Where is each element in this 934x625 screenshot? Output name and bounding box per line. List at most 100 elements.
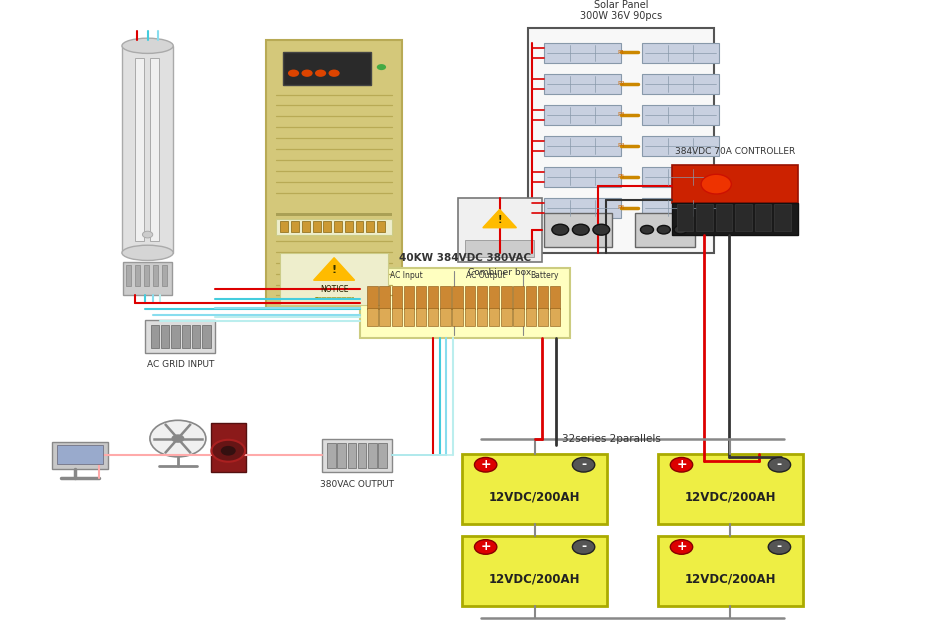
Text: Solar Panel
300W 36V 90pcs: Solar Panel 300W 36V 90pcs (580, 0, 662, 21)
Bar (526, 308, 536, 326)
Bar (153, 265, 158, 286)
Bar (526, 286, 536, 309)
Text: 384VDC 70A CONTROLLER: 384VDC 70A CONTROLLER (675, 147, 795, 156)
Bar (514, 286, 524, 309)
Bar (334, 221, 342, 232)
Bar (391, 308, 402, 326)
Circle shape (552, 224, 569, 235)
Bar (774, 204, 790, 231)
Bar (337, 443, 346, 468)
Bar (477, 308, 488, 326)
Bar (428, 308, 438, 326)
Bar (347, 443, 356, 468)
Bar (126, 265, 131, 286)
Bar (181, 325, 190, 349)
Circle shape (671, 458, 693, 472)
Text: P1: P1 (617, 50, 625, 55)
Bar (368, 443, 376, 468)
Bar (161, 325, 169, 349)
Bar (358, 443, 366, 468)
Bar (379, 286, 389, 309)
Bar (377, 221, 385, 232)
Text: -: - (581, 458, 587, 471)
Bar (367, 286, 377, 309)
Text: 40KW 384VDC 380VAC: 40KW 384VDC 380VAC (399, 253, 531, 263)
Circle shape (474, 458, 497, 472)
Text: P5: P5 (617, 174, 625, 179)
Ellipse shape (122, 38, 173, 53)
Text: 12VDC/200AH: 12VDC/200AH (685, 491, 776, 504)
Bar (366, 221, 375, 232)
Text: P4: P4 (617, 143, 625, 148)
Bar (379, 308, 389, 326)
Bar (755, 204, 771, 231)
Bar (280, 253, 389, 304)
Bar (391, 286, 402, 309)
Bar (345, 221, 353, 232)
Circle shape (674, 226, 687, 234)
Circle shape (658, 226, 671, 234)
Bar (643, 136, 719, 156)
Bar (465, 308, 475, 326)
Bar (545, 105, 621, 125)
Text: !: ! (332, 265, 336, 275)
Text: 12VDC/200AH: 12VDC/200AH (685, 573, 776, 586)
Text: ────────────────: ──────────────── (314, 296, 354, 301)
Polygon shape (483, 209, 517, 227)
Bar (403, 286, 414, 309)
Text: Combiner box: Combiner box (468, 268, 531, 278)
Polygon shape (314, 258, 355, 280)
Bar (545, 42, 621, 63)
Bar (283, 52, 371, 86)
Bar (144, 265, 149, 286)
Bar (643, 42, 719, 63)
Circle shape (701, 174, 731, 194)
Text: +: + (480, 541, 491, 554)
Bar (545, 198, 621, 218)
Bar (672, 164, 798, 203)
Text: 380VAC OUTPUT: 380VAC OUTPUT (320, 480, 394, 489)
Bar (502, 308, 512, 326)
Bar (52, 442, 108, 469)
Bar (146, 320, 215, 353)
Bar (715, 204, 732, 231)
Bar (696, 204, 713, 231)
Circle shape (769, 539, 790, 554)
Circle shape (143, 231, 153, 238)
Bar (440, 286, 450, 309)
Bar (416, 308, 426, 326)
Bar (378, 443, 387, 468)
Circle shape (573, 224, 589, 235)
Bar (545, 136, 621, 156)
Circle shape (573, 539, 595, 554)
Circle shape (288, 69, 299, 77)
Bar (134, 58, 144, 241)
Bar (162, 265, 166, 286)
Bar (538, 286, 548, 309)
Bar (302, 221, 310, 232)
Bar (735, 204, 752, 231)
Circle shape (641, 226, 654, 234)
Text: P2: P2 (617, 81, 625, 86)
Bar (276, 213, 392, 216)
Bar (489, 286, 500, 309)
Text: +: + (676, 541, 686, 554)
Bar (502, 286, 512, 309)
Text: AC GRID INPUT: AC GRID INPUT (147, 360, 214, 369)
Bar (550, 286, 560, 309)
Bar (658, 454, 802, 524)
Bar (528, 28, 715, 253)
Circle shape (150, 420, 205, 457)
Bar (151, 325, 159, 349)
Text: AC Output: AC Output (466, 271, 505, 280)
Bar (545, 213, 612, 247)
Bar (440, 308, 450, 326)
Text: AC Input: AC Input (389, 271, 422, 280)
Bar (276, 219, 392, 234)
Text: -: - (777, 541, 782, 554)
Bar (57, 444, 104, 464)
Bar (122, 46, 173, 253)
Bar (191, 325, 200, 349)
Bar (643, 74, 719, 94)
Circle shape (376, 64, 386, 70)
